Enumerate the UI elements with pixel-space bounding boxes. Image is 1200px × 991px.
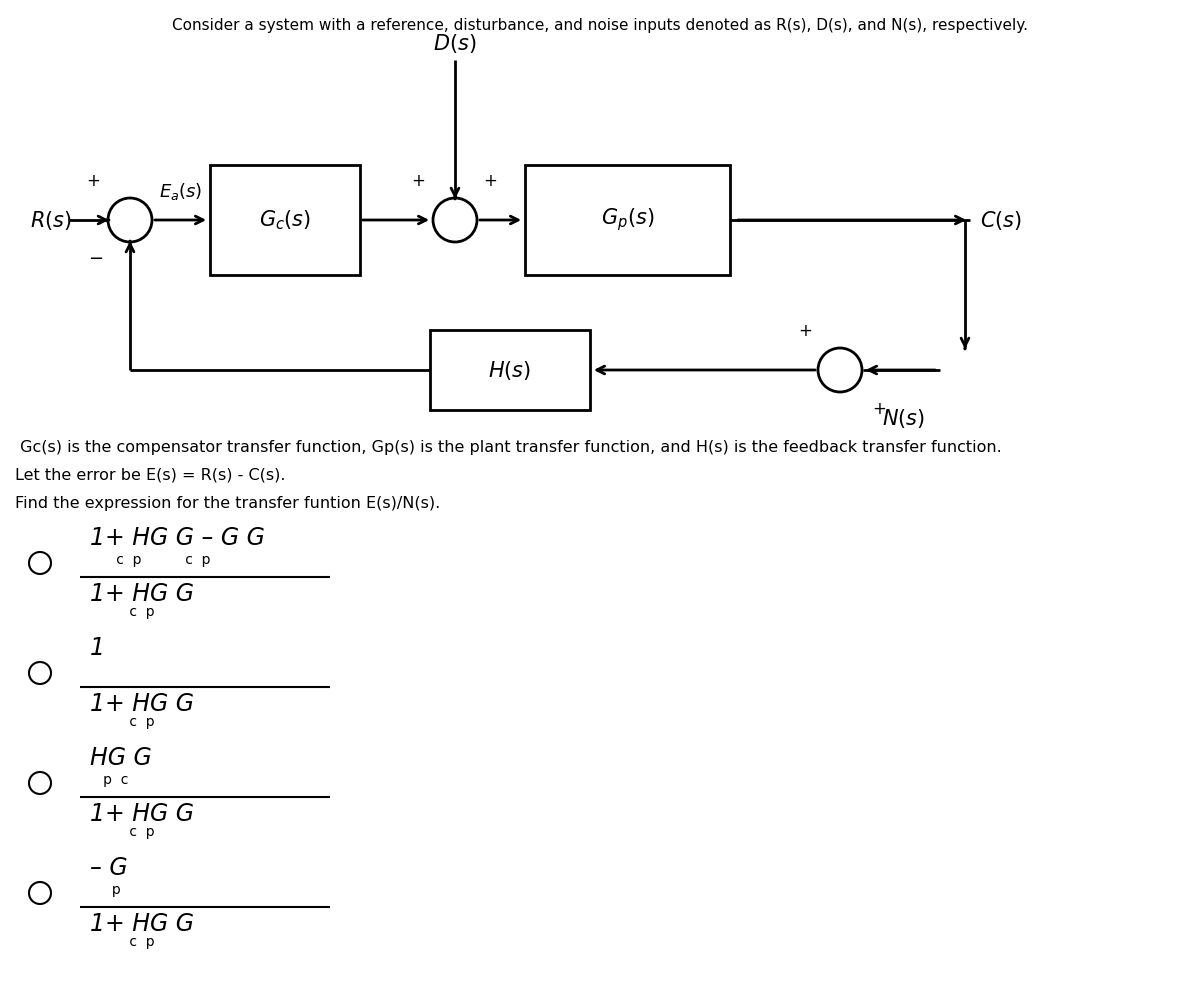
Text: $R(s)$: $R(s)$ [30, 208, 72, 232]
Text: 1+ HG G: 1+ HG G [90, 802, 194, 826]
Circle shape [29, 552, 50, 574]
Circle shape [29, 662, 50, 684]
Text: 1: 1 [90, 636, 106, 660]
Text: +: + [86, 172, 100, 190]
Text: 1+ HG G: 1+ HG G [90, 582, 194, 606]
Text: $G_c(s)$: $G_c(s)$ [259, 208, 311, 232]
Text: +: + [872, 400, 886, 418]
Text: Consider a system with a reference, disturbance, and noise inputs denoted as R(s: Consider a system with a reference, dist… [172, 18, 1028, 33]
Text: +: + [482, 172, 497, 190]
Text: c  p: c p [90, 935, 155, 949]
Text: 1+ HG G: 1+ HG G [90, 692, 194, 716]
Text: Gc(s) is the compensator transfer function, Gp(s) is the plant transfer function: Gc(s) is the compensator transfer functi… [14, 440, 1002, 455]
Text: +: + [412, 172, 425, 190]
Text: +: + [798, 322, 812, 340]
Text: Let the error be E(s) = R(s) - C(s).: Let the error be E(s) = R(s) - C(s). [14, 468, 286, 483]
Text: Find the expression for the transfer funtion E(s)/N(s).: Find the expression for the transfer fun… [14, 496, 440, 511]
Text: 1+ HG G – G G: 1+ HG G – G G [90, 526, 265, 550]
Text: $D(s)$: $D(s)$ [433, 32, 476, 55]
Text: $E_a(s)$: $E_a(s)$ [160, 181, 203, 202]
Circle shape [29, 882, 50, 904]
Text: $N(s)$: $N(s)$ [882, 407, 925, 430]
Bar [526, 165, 730, 275]
Circle shape [433, 198, 478, 242]
Text: HG G: HG G [90, 746, 151, 770]
Text: p  c: p c [90, 773, 128, 787]
Circle shape [818, 348, 862, 392]
Text: c  p          c  p: c p c p [90, 553, 210, 567]
Bar [430, 330, 590, 410]
Text: – G: – G [90, 856, 127, 880]
Text: p: p [90, 883, 121, 897]
Text: c  p: c p [90, 605, 155, 619]
Bar [210, 165, 360, 275]
Text: c  p: c p [90, 715, 155, 729]
Text: $-$: $-$ [88, 248, 103, 266]
Text: $H(s)$: $H(s)$ [488, 359, 532, 382]
Text: $C(s)$: $C(s)$ [980, 208, 1022, 232]
Circle shape [108, 198, 152, 242]
Text: c  p: c p [90, 825, 155, 839]
Text: $G_p(s)$: $G_p(s)$ [601, 206, 654, 234]
Text: 1+ HG G: 1+ HG G [90, 912, 194, 936]
Circle shape [29, 772, 50, 794]
